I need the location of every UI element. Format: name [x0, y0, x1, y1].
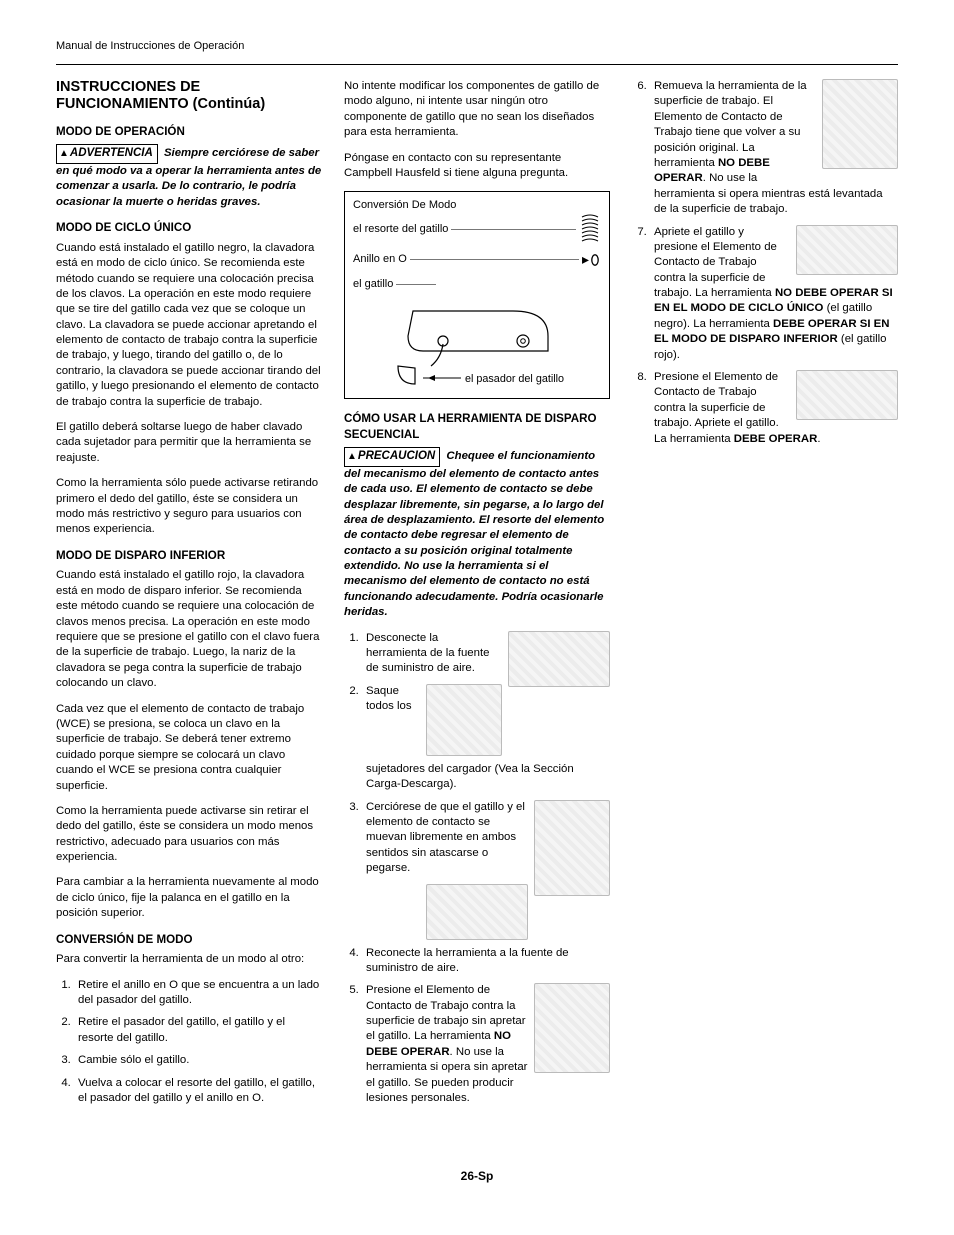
- conv-list: Retire el anillo en O que se encuentra a…: [56, 978, 322, 1107]
- col2-intro: Para cambiar a la herramienta nuevamente…: [56, 875, 322, 921]
- seq-8-period: .: [817, 433, 820, 445]
- diagram-title: Conversión De Modo: [353, 198, 601, 213]
- conv-step-2: Retire el pasador del gatillo, el gatill…: [74, 1015, 322, 1046]
- conv-step-1: Retire el anillo en O que se encuentra a…: [74, 978, 322, 1009]
- heading-modo-operacion: MODO DE OPERACIÓN: [56, 124, 322, 140]
- cu-p2: El gatillo deberá soltarse luego de habe…: [56, 420, 322, 466]
- diagram-label-pasador: el pasador del gatillo: [465, 373, 564, 385]
- seq-step-4: Reconecte la herramienta a la fuente de …: [362, 884, 610, 977]
- step4-figure: [426, 884, 528, 940]
- section-title: INSTRUCCIONES DE FUNCIONAMIENTO (Continú…: [56, 79, 322, 114]
- cu-p1: Cuando está instalado el gatillo negro, …: [56, 241, 322, 410]
- step7-figure: [796, 225, 898, 275]
- trigger-assembly-icon: el pasador del gatillo: [353, 296, 593, 388]
- seq-step-7: Apriete el gatillo y presione el Element…: [650, 225, 898, 364]
- step8-figure: [796, 370, 898, 420]
- di-p1: Cuando está instalado el gatillo rojo, l…: [56, 568, 322, 691]
- seq-step-8: Presione el Elemento de Contacto de Trab…: [650, 370, 898, 447]
- cu-p3: Como la herramienta sólo puede activarse…: [56, 476, 322, 538]
- seq-4-text: Reconecte la herramienta a la fuente de …: [366, 947, 569, 974]
- content-columns: INSTRUCCIONES DE FUNCIONAMIENTO (Continú…: [56, 79, 898, 1147]
- heading-ciclo-unico: MODO DE CICLO ÚNICO: [56, 220, 322, 236]
- advertencia-block: ▲ADVERTENCIA Siempre cerciórese de saber…: [56, 144, 322, 210]
- spring-icon: [579, 214, 601, 244]
- conv-p1: No intente modificar los componentes de …: [344, 79, 610, 141]
- step6-figure: [822, 79, 898, 169]
- advertencia-label: ADVERTENCIA: [70, 147, 153, 159]
- warning-icon: ▲: [347, 451, 357, 462]
- heading-conversion: CONVERSIÓN DE MODO: [56, 932, 322, 948]
- heading-uso-secuencial: CÓMO USAR LA HERRAMIENTA DE DISPARO SECU…: [344, 411, 610, 442]
- seq-step-3: Cerciórese de que el gatillo y el elemen…: [362, 800, 610, 877]
- conversion-diagram: Conversión De Modo el resorte del gatill…: [344, 191, 610, 399]
- header-rule: [56, 64, 898, 65]
- heading-disparo-inferior: MODO DE DISPARO INFERIOR: [56, 548, 322, 564]
- diagram-label-gatillo: el gatillo: [353, 277, 393, 292]
- precaucion-label: PRECAUCION: [358, 450, 435, 462]
- precaucion-block: ▲PRECAUCION Chequee el funcionamiento de…: [344, 447, 610, 620]
- seq-1-text: Desconecte la herramienta de la fuente d…: [366, 632, 489, 675]
- seq-step-5: Presione el Elemento de Contacto de Trab…: [362, 983, 610, 1106]
- advertencia-box: ▲ADVERTENCIA: [56, 144, 158, 164]
- conv-intro: Para convertir la herramienta de un modo…: [56, 952, 322, 967]
- page-number: 26-Sp: [56, 1169, 898, 1183]
- seq-8-strong: DEBE OPERAR: [734, 433, 818, 445]
- step5-figure: [534, 983, 610, 1073]
- seq-step-1: Desconecte la herramienta de la fuente d…: [362, 631, 610, 677]
- precaucion-rest: mecanismo del elemento de contacto antes…: [344, 468, 604, 619]
- conv-p2: Póngase en contacto con su representante…: [344, 151, 610, 182]
- seq-5a-post1: La herramienta: [414, 1030, 494, 1042]
- di-p2: Cada vez que el elemento de contacto de …: [56, 702, 322, 794]
- di-p3: Como la herramienta puede activarse sin …: [56, 804, 322, 866]
- step1-figure: [508, 631, 610, 687]
- precaucion-box: ▲PRECAUCION: [344, 447, 440, 467]
- step2-figure: [426, 684, 502, 756]
- seq-step-2: Saque todos los sujetadores del cargador…: [362, 684, 610, 793]
- manual-header: Manual de Instrucciones de Operación: [56, 40, 898, 52]
- seq-3-text: Cerciórese de que el gatillo y el elemen…: [366, 801, 525, 875]
- conv-step-3: Cambie sólo el gatillo.: [74, 1053, 322, 1068]
- warning-icon: ▲: [59, 148, 69, 159]
- oring-icon: [589, 252, 601, 268]
- diagram-label-anillo: Anillo en O: [353, 252, 407, 267]
- advertencia-rest: modo va a operar la herramienta antes de…: [56, 165, 321, 208]
- step3-figure: [534, 800, 610, 896]
- seq-step-6: Remueva la herramienta de la superficie …: [650, 79, 898, 218]
- seq-7-pre: Apriete el gatillo y presione el Element…: [654, 226, 761, 253]
- diagram-label-resorte: el resorte del gatillo: [353, 222, 448, 237]
- conv-step-4: Vuelva a colocar el resorte del gatillo,…: [74, 1076, 322, 1107]
